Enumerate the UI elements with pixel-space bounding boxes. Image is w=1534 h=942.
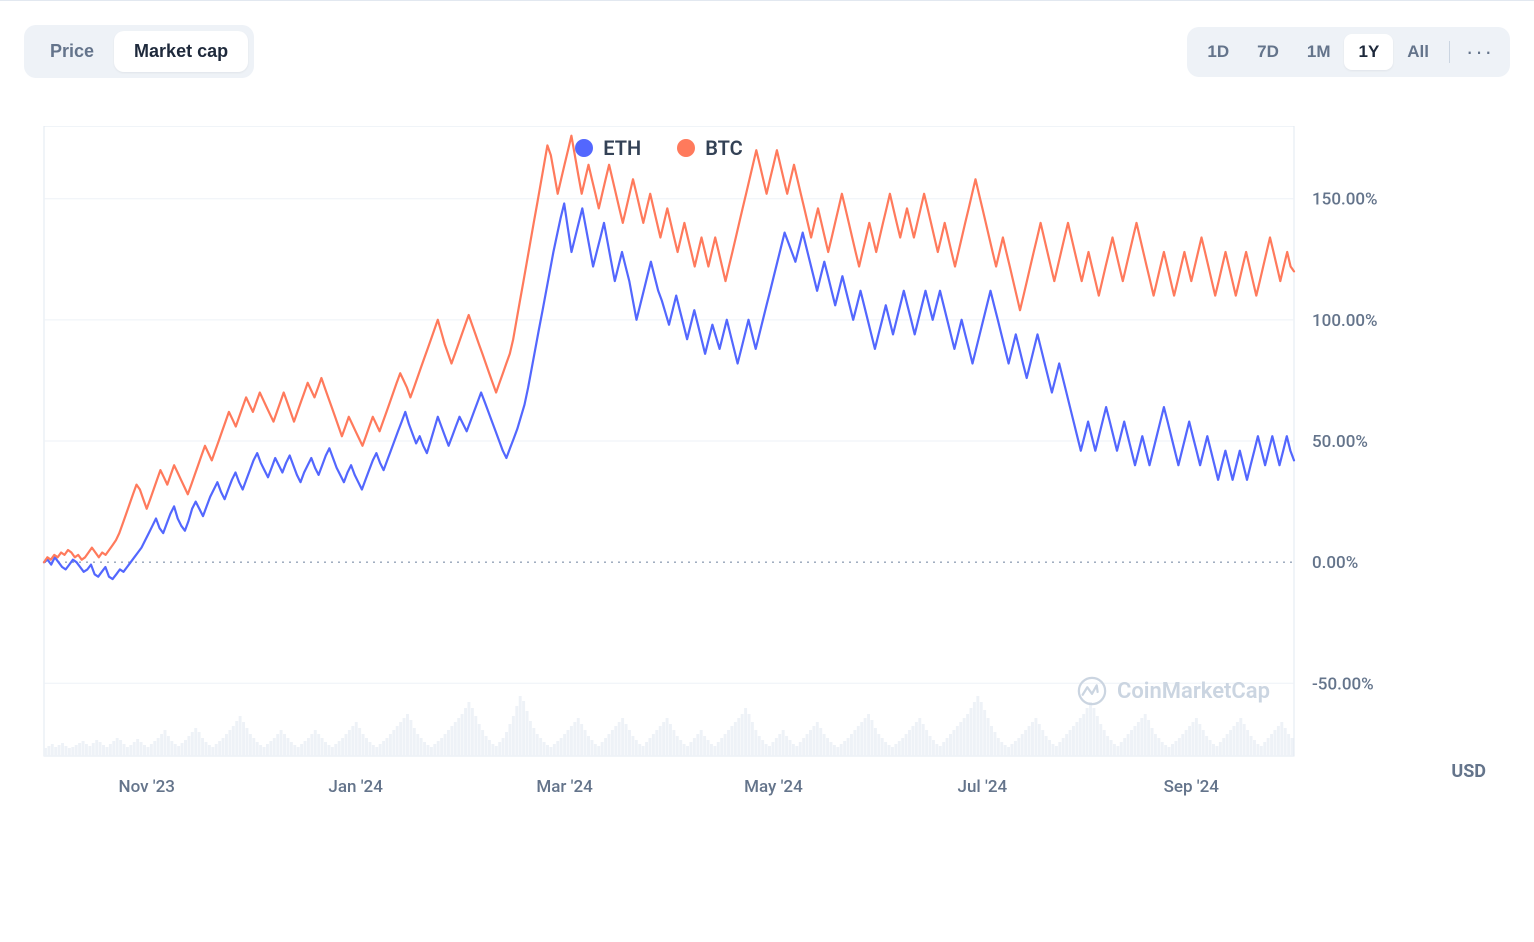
x-tick-label: Mar '24 — [536, 777, 593, 797]
range-tab-1d[interactable]: 1D — [1193, 34, 1243, 70]
chart-svg: -50.00% 0.00% 50.00% 100.00% 150.00% Nov '23 J… — [24, 126, 1510, 826]
y-tick-label: 150.00% — [1312, 190, 1378, 210]
divider — [1449, 41, 1450, 63]
y-tick-label: 50.00% — [1312, 432, 1368, 452]
y-tick-label: 100.00% — [1312, 311, 1378, 331]
metric-tab-market-cap[interactable]: Market cap — [114, 31, 248, 72]
range-tab-1y[interactable]: 1Y — [1344, 34, 1393, 70]
x-tick-label: Sep '24 — [1164, 777, 1220, 797]
x-tick-label: May '24 — [744, 777, 803, 797]
legend-label: BTC — [705, 136, 743, 160]
legend-label: ETH — [603, 136, 641, 160]
legend-dot-icon — [575, 139, 593, 157]
more-options-button[interactable]: ··· — [1456, 33, 1504, 71]
legend-dot-icon — [677, 139, 695, 157]
time-range-group: 1D7D1M1YAll ··· — [1187, 27, 1510, 77]
y-tick-label: 0.00% — [1312, 553, 1358, 573]
metric-tab-group: PriceMarket cap — [24, 25, 254, 78]
x-tick-label: Jan '24 — [328, 777, 383, 797]
metric-tab-price[interactable]: Price — [30, 31, 114, 72]
range-tab-7d[interactable]: 7D — [1243, 34, 1293, 70]
range-tab-1m[interactable]: 1M — [1293, 34, 1345, 70]
chart-container: ETHBTC CoinMarketCap USD -50.00%0.00%50.… — [24, 126, 1510, 826]
legend-item-btc[interactable]: BTC — [677, 136, 743, 160]
chart-legend: ETH BTC — [24, 136, 1294, 161]
x-tick-label: Nov '23 — [119, 777, 175, 797]
legend-item-eth[interactable]: ETH — [575, 136, 641, 160]
y-tick-label: -50.00% — [1312, 674, 1374, 694]
range-tab-all[interactable]: All — [1393, 34, 1443, 70]
currency-label: USD — [1451, 761, 1486, 782]
controls-bar: PriceMarket cap 1D7D1M1YAll ··· — [24, 25, 1510, 78]
x-tick-label: Jul '24 — [958, 777, 1008, 797]
